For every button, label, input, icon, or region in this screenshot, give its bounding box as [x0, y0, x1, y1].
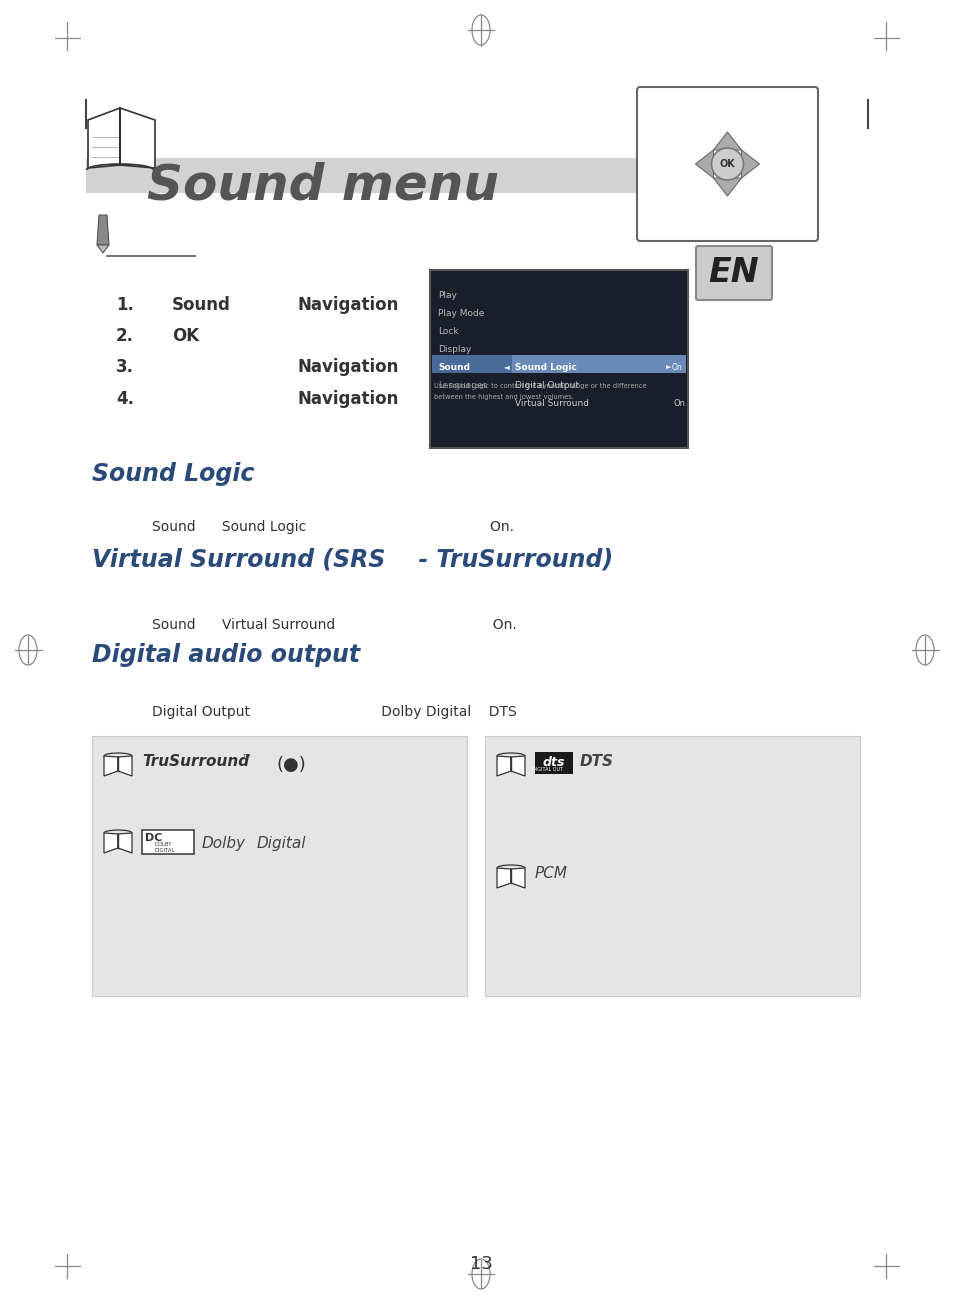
Polygon shape: [511, 756, 524, 776]
Polygon shape: [104, 833, 118, 853]
Text: Digital: Digital: [256, 836, 306, 852]
Polygon shape: [118, 833, 132, 853]
Polygon shape: [97, 215, 109, 245]
Bar: [430, 270, 687, 449]
Text: 4.: 4.: [116, 390, 133, 408]
Text: Virtual Surround (SRS    - TruSurround): Virtual Surround (SRS - TruSurround): [91, 548, 613, 572]
Text: On: On: [671, 363, 682, 372]
Polygon shape: [118, 756, 132, 776]
Bar: [142, 831, 193, 854]
Bar: [86, 158, 660, 193]
Text: (●): (●): [276, 756, 307, 775]
Text: Sound      Sound Logic                                          On.: Sound Sound Logic On.: [152, 520, 514, 535]
Text: Digital Output: Digital Output: [515, 381, 578, 390]
Text: Navigation: Navigation: [297, 390, 399, 408]
Text: ◄: ◄: [503, 363, 509, 372]
Text: 3.: 3.: [116, 359, 133, 376]
Text: 2.: 2.: [116, 327, 133, 346]
Polygon shape: [695, 150, 713, 179]
Text: dts: dts: [542, 756, 565, 769]
Text: 13: 13: [469, 1254, 492, 1273]
Text: DIGITAL OUT: DIGITAL OUT: [532, 767, 563, 772]
Bar: [91, 735, 467, 996]
Text: Digital audio output: Digital audio output: [91, 643, 359, 668]
Polygon shape: [97, 245, 109, 253]
Text: Display: Display: [437, 344, 471, 353]
Bar: [512, 355, 685, 373]
Text: Sound Logic: Sound Logic: [515, 363, 577, 372]
Text: Navigation: Navigation: [297, 296, 399, 314]
Text: Play Mode: Play Mode: [437, 309, 484, 317]
Polygon shape: [120, 108, 154, 168]
Circle shape: [711, 147, 742, 180]
Polygon shape: [713, 132, 740, 150]
Text: DOLBY
DIGITAL: DOLBY DIGITAL: [154, 842, 175, 853]
FancyBboxPatch shape: [637, 87, 817, 241]
Text: Digital Output                              Dolby Digital    DTS: Digital Output Dolby Digital DTS: [152, 705, 517, 719]
Text: OK: OK: [172, 327, 199, 346]
Text: 1.: 1.: [116, 296, 133, 314]
Text: Dolby: Dolby: [202, 836, 246, 852]
Text: between the highest and lowest volumes.: between the highest and lowest volumes.: [434, 394, 574, 400]
Bar: [535, 752, 573, 775]
Text: OK: OK: [719, 159, 735, 170]
Text: DC: DC: [145, 833, 162, 842]
Polygon shape: [740, 150, 759, 179]
Text: Virtual Surround: Virtual Surround: [515, 399, 588, 407]
Polygon shape: [88, 108, 120, 168]
Text: EN: EN: [708, 257, 759, 289]
Text: Sound: Sound: [437, 363, 470, 372]
Polygon shape: [713, 179, 740, 196]
Polygon shape: [497, 868, 511, 888]
Text: Lock: Lock: [437, 326, 458, 335]
Text: Play: Play: [437, 291, 456, 300]
Text: Sound Logic: Sound Logic: [91, 462, 254, 486]
FancyBboxPatch shape: [696, 246, 771, 300]
Text: Navigation: Navigation: [297, 359, 399, 376]
Bar: [432, 355, 609, 373]
Bar: [484, 735, 859, 996]
Text: PCM: PCM: [535, 866, 567, 882]
Polygon shape: [497, 756, 511, 776]
Text: Languages: Languages: [437, 381, 487, 390]
Text: Sound: Sound: [172, 296, 231, 314]
Polygon shape: [104, 756, 118, 776]
Text: On: On: [673, 399, 685, 407]
Text: DTS: DTS: [579, 754, 614, 769]
Text: ™: ™: [242, 752, 252, 762]
Polygon shape: [511, 868, 524, 888]
Text: ►: ►: [665, 364, 671, 370]
Text: Sound menu: Sound menu: [147, 162, 498, 210]
Text: Use Sound Logic to control the dynamic range or the difference: Use Sound Logic to control the dynamic r…: [434, 383, 646, 389]
Text: Sound      Virtual Surround                                    On.: Sound Virtual Surround On.: [152, 618, 517, 632]
Text: TruSurround: TruSurround: [142, 754, 249, 769]
